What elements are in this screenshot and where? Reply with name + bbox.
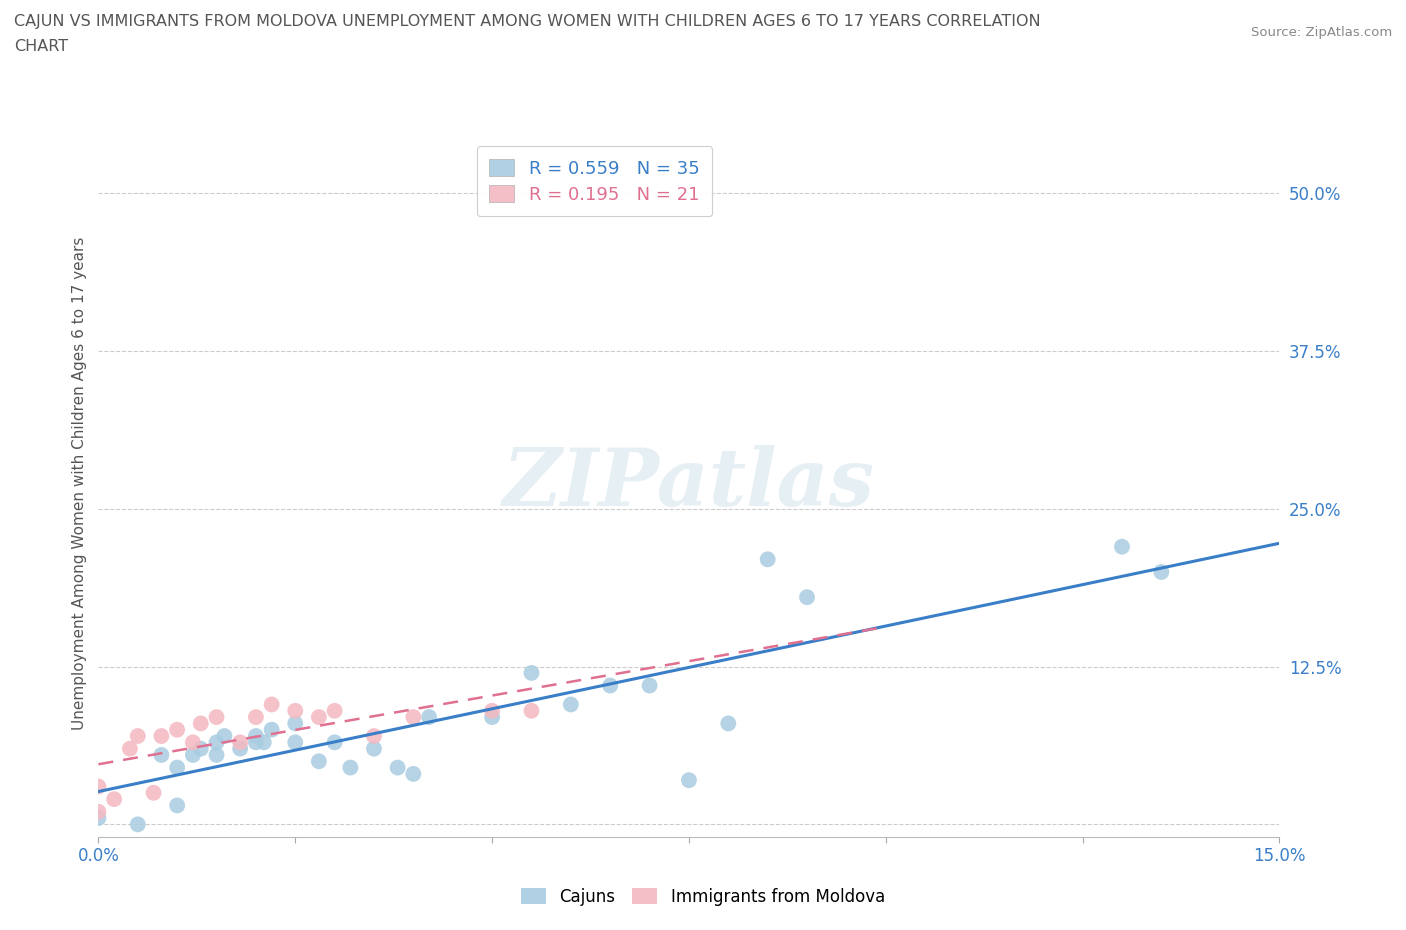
Point [118,741,141,756]
Point [796,590,818,604]
Text: CAJUN VS IMMIGRANTS FROM MOLDOVA UNEMPLOYMENT AMONG WOMEN WITH CHILDREN AGES 6 T: CAJUN VS IMMIGRANTS FROM MOLDOVA UNEMPLO… [14,14,1040,29]
Point [678,773,700,788]
Point [481,710,503,724]
Point [1111,539,1133,554]
Point [245,710,267,724]
Point [363,728,385,743]
Point [560,698,582,712]
Point [181,748,204,763]
Point [284,735,307,750]
Point [253,735,276,750]
Point [103,791,125,806]
Point [418,710,440,724]
Point [339,760,361,775]
Point [284,703,307,718]
Point [481,703,503,718]
Point [323,703,346,718]
Point [717,716,740,731]
Point [87,779,110,794]
Point [599,678,621,693]
Point [1150,565,1173,579]
Point [520,666,543,681]
Point [205,735,228,750]
Point [150,728,173,743]
Point [260,698,283,712]
Point [402,710,425,724]
Point [756,551,779,566]
Legend: R = 0.559   N = 35, R = 0.195   N = 21: R = 0.559 N = 35, R = 0.195 N = 21 [477,146,713,217]
Point [284,716,307,731]
Point [638,678,661,693]
Point [308,710,330,724]
Point [323,735,346,750]
Point [181,735,204,750]
Point [363,741,385,756]
Point [166,723,188,737]
Point [190,741,212,756]
Point [245,735,267,750]
Point [402,766,425,781]
Point [190,716,212,731]
Point [308,754,330,769]
Point [387,760,409,775]
Text: Source: ZipAtlas.com: Source: ZipAtlas.com [1251,26,1392,39]
Point [166,760,188,775]
Point [520,703,543,718]
Point [205,748,228,763]
Point [87,811,110,826]
Point [127,728,149,743]
Point [150,748,173,763]
Point [87,804,110,819]
Point [229,741,252,756]
Point [214,728,236,743]
Y-axis label: Unemployment Among Women with Children Ages 6 to 17 years: Unemployment Among Women with Children A… [72,237,87,730]
Text: CHART: CHART [14,39,67,54]
Point [260,723,283,737]
Point [166,798,188,813]
Point [142,785,165,800]
Text: ZIPatlas: ZIPatlas [503,445,875,523]
Point [245,728,267,743]
Point [205,710,228,724]
Point [127,817,149,831]
Legend: Cajuns, Immigrants from Moldova: Cajuns, Immigrants from Moldova [515,881,891,912]
Point [229,735,252,750]
